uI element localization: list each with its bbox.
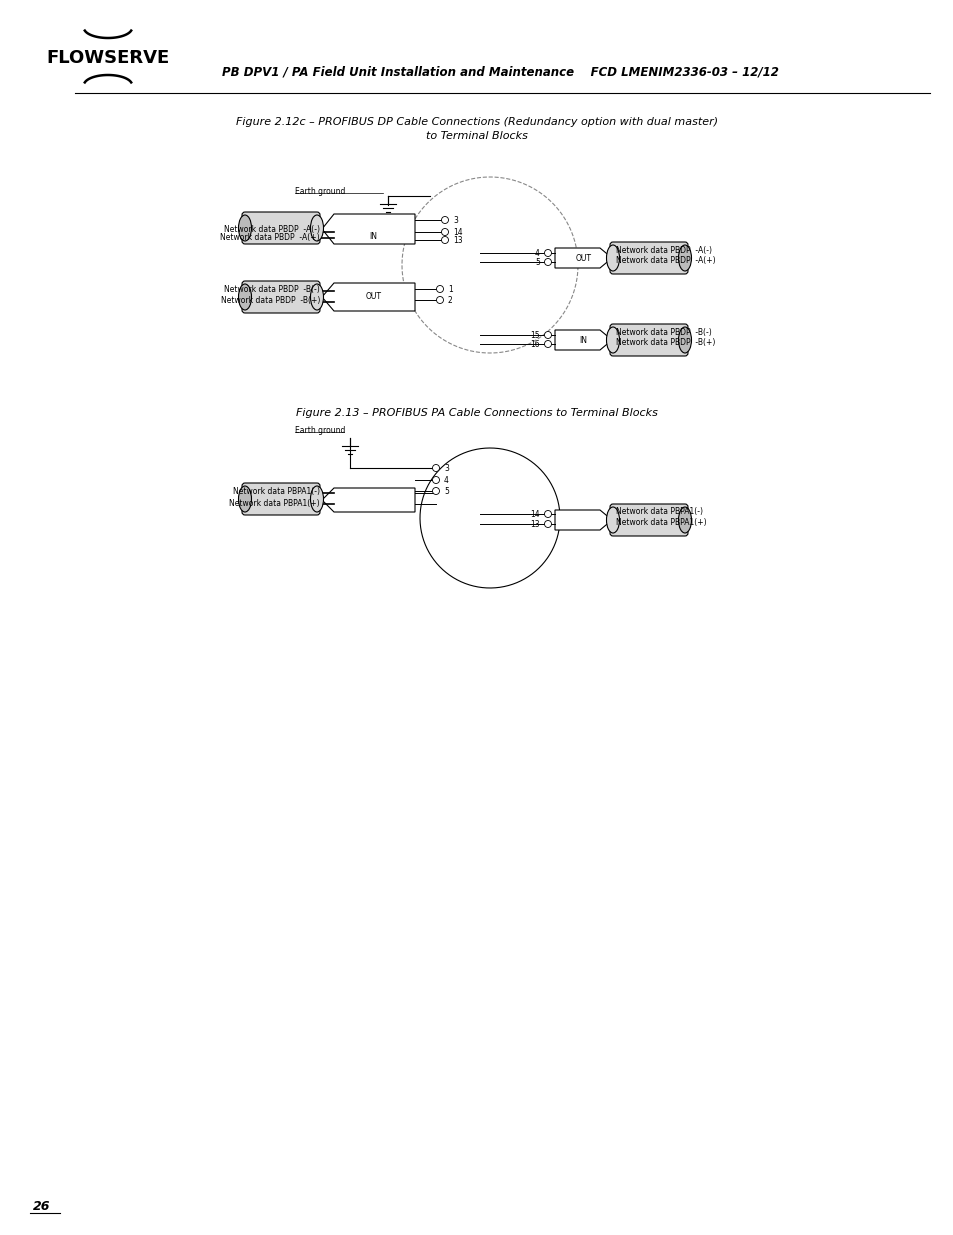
Text: 5: 5: [443, 487, 449, 495]
Text: 16: 16: [530, 340, 539, 348]
Text: 3: 3: [443, 463, 449, 473]
Circle shape: [544, 510, 551, 517]
Text: 2: 2: [448, 295, 453, 305]
Polygon shape: [555, 330, 612, 350]
Circle shape: [441, 228, 448, 236]
Text: Network data PBDP  -B(+): Network data PBDP -B(+): [616, 337, 715, 347]
Circle shape: [544, 331, 551, 338]
Text: 1: 1: [448, 284, 453, 294]
Polygon shape: [555, 510, 612, 530]
FancyBboxPatch shape: [609, 324, 687, 356]
Ellipse shape: [310, 284, 323, 310]
Circle shape: [436, 296, 443, 304]
Text: Earth ground: Earth ground: [294, 186, 345, 195]
Text: Network data PBPA1(-): Network data PBPA1(-): [616, 506, 702, 515]
Text: Network data PBDP  -A(-): Network data PBDP -A(-): [224, 225, 319, 233]
Circle shape: [436, 285, 443, 293]
Text: OUT: OUT: [575, 253, 591, 263]
Text: Network data PBPA1(+): Network data PBPA1(+): [616, 517, 706, 526]
FancyBboxPatch shape: [609, 242, 687, 274]
Text: Network data PBPA1(-): Network data PBPA1(-): [233, 487, 319, 495]
Text: 5: 5: [535, 258, 539, 267]
Text: Figure 2.12c – PROFIBUS DP Cable Connections (Redundancy option with dual master: Figure 2.12c – PROFIBUS DP Cable Connect…: [235, 117, 718, 127]
Circle shape: [432, 477, 439, 483]
Ellipse shape: [678, 508, 691, 534]
FancyBboxPatch shape: [242, 483, 319, 515]
Polygon shape: [555, 248, 612, 268]
Text: Network data PBDP  -B(-): Network data PBDP -B(-): [616, 327, 711, 336]
Polygon shape: [322, 488, 415, 513]
Circle shape: [441, 216, 448, 224]
Text: Network data PBDP  -A(+): Network data PBDP -A(+): [616, 256, 715, 264]
Ellipse shape: [238, 284, 252, 310]
Ellipse shape: [606, 245, 618, 270]
Text: PB DPV1 / PA Field Unit Installation and Maintenance    FCD LMENIM2336-03 – 12/1: PB DPV1 / PA Field Unit Installation and…: [221, 65, 778, 79]
FancyBboxPatch shape: [242, 212, 319, 245]
Text: Network data PBPA1(+): Network data PBPA1(+): [229, 499, 319, 508]
Ellipse shape: [310, 215, 323, 241]
Text: 26: 26: [33, 1200, 51, 1214]
Text: FLOWSERVE: FLOWSERVE: [47, 49, 170, 67]
Text: 4: 4: [443, 475, 449, 484]
Text: to Terminal Blocks: to Terminal Blocks: [426, 131, 527, 141]
Circle shape: [432, 488, 439, 494]
FancyBboxPatch shape: [609, 504, 687, 536]
Circle shape: [544, 258, 551, 266]
Text: IN: IN: [369, 231, 377, 241]
Ellipse shape: [238, 487, 252, 513]
Ellipse shape: [678, 245, 691, 270]
Circle shape: [432, 464, 439, 472]
Text: 4: 4: [535, 248, 539, 258]
Circle shape: [544, 341, 551, 347]
Text: 14: 14: [530, 510, 539, 519]
Text: Earth ground: Earth ground: [294, 426, 345, 435]
Ellipse shape: [678, 327, 691, 353]
Ellipse shape: [606, 327, 618, 353]
Ellipse shape: [310, 487, 323, 513]
Polygon shape: [322, 214, 415, 245]
Text: Network data PBDP  -A(-): Network data PBDP -A(-): [616, 246, 711, 254]
Ellipse shape: [238, 215, 252, 241]
Text: IN: IN: [578, 336, 587, 345]
Text: 13: 13: [453, 236, 462, 245]
Text: 15: 15: [530, 331, 539, 340]
Text: 13: 13: [530, 520, 539, 529]
Text: Network data PBDP  -B(+): Network data PBDP -B(+): [220, 295, 319, 305]
Text: 14: 14: [453, 227, 462, 236]
Text: Network data PBDP  -B(-): Network data PBDP -B(-): [224, 284, 319, 294]
Text: OUT: OUT: [365, 291, 381, 300]
FancyBboxPatch shape: [242, 282, 319, 312]
Text: Figure 2.13 – PROFIBUS PA Cable Connections to Terminal Blocks: Figure 2.13 – PROFIBUS PA Cable Connecti…: [295, 408, 658, 417]
Circle shape: [441, 236, 448, 243]
Circle shape: [544, 249, 551, 257]
Text: Network data PBDP  -A(+): Network data PBDP -A(+): [220, 232, 319, 242]
Ellipse shape: [606, 508, 618, 534]
Polygon shape: [322, 283, 415, 311]
Circle shape: [544, 520, 551, 527]
Text: 3: 3: [453, 215, 457, 225]
